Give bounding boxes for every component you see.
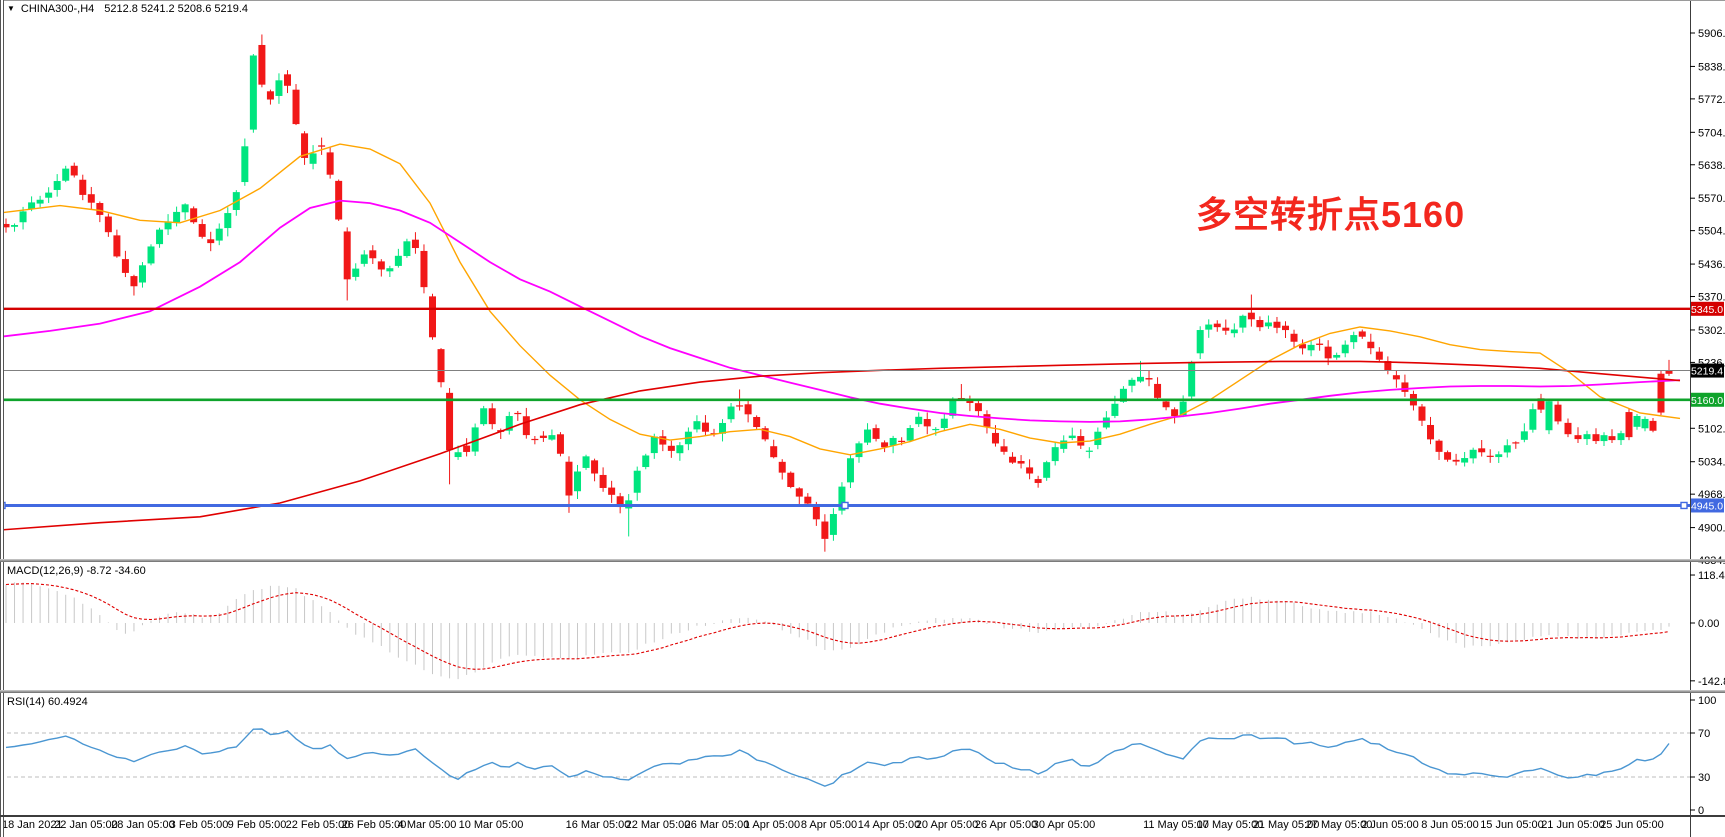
axis-tick-label: 5370.0 (1698, 292, 1725, 304)
axis-tick-label: 100 (1698, 695, 1716, 707)
axis-tick-label: 0 (1698, 805, 1704, 817)
axis-tick-label: 30 (1698, 772, 1710, 784)
price-tag (1691, 301, 1724, 316)
time-axis-label: 26 Apr 05:00 (975, 819, 1037, 831)
time-axis-label: 11 May 05:00 (1143, 819, 1209, 831)
time-axis-label: 17 May 05:00 (1197, 819, 1264, 831)
time-axis-label: 9 Feb 05:00 (228, 819, 287, 831)
time-axis-label: 20 Apr 05:00 (916, 819, 978, 831)
ohlc-values: 5212.8 5241.2 5208.6 5219.4 (104, 3, 249, 15)
window-top-border (0, 0, 1725, 1)
axis-tick-label: 118.47 (1698, 570, 1725, 582)
axis-tick-label: 5772.0 (1698, 94, 1725, 106)
time-axis-label: 18 Jan 2021 (2, 819, 63, 831)
axis-tick-label: 4900.0 (1698, 523, 1725, 535)
time-axis-label: 22 Jan 05:00 (54, 819, 118, 831)
axis-tick-label: 5570.0 (1698, 193, 1725, 205)
time-axis-label: 15 Jun 05:00 (1480, 819, 1544, 831)
axis-tick-label: 5838.0 (1698, 61, 1725, 73)
macd-signal-line (5, 583, 1670, 670)
candles[interactable] (2, 34, 1673, 552)
time-axis-label: 10 Mar 05:00 (459, 819, 524, 831)
rsi-pane[interactable] (0, 728, 1690, 787)
time-axis-label: 14 Apr 05:00 (858, 819, 920, 831)
axis-tick-label: 5906.0 (1698, 28, 1725, 40)
window-left-border (0, 0, 4, 837)
ma-fast-orange (0, 143, 1681, 456)
price-tags: 5345.0 5160.0 4945.0 5219.4 (1691, 301, 1724, 513)
axis-tick-label: 5704.0 (1698, 127, 1725, 139)
price-tag-label: 4945.0 (1691, 500, 1723, 512)
price-tag (1691, 363, 1724, 378)
axis-tick-label: 4968.0 (1698, 489, 1725, 501)
price-axis[interactable]: 5906.0 5838.0 5772.0 5704.0 5638.0 5570.0 5504… (1690, 0, 1725, 837)
time-axis-label: 22 Feb 05:00 (286, 819, 351, 831)
axis-tick-label: 70 (1698, 728, 1710, 740)
time-axis-label: 22 Mar 05:00 (626, 819, 691, 831)
time-axis-label: 4 Mar 05:00 (398, 819, 457, 831)
axis-tick-label: 5302.0 (1698, 325, 1725, 337)
axis-tick-label: 0.00 (1698, 618, 1719, 630)
macd-pane[interactable] (5, 582, 1670, 680)
symbol-info-bar: ▼ CHINA300-,H4 5212.8 5241.2 5208.6 5219.4 (7, 3, 248, 15)
time-axis-label: 26 Mar 05:00 (685, 819, 750, 831)
axis-tick-label: 5504.0 (1698, 226, 1725, 238)
chevron-down-icon[interactable]: ▼ (7, 4, 15, 13)
axis-tick-label: 5102.0 (1698, 423, 1725, 435)
pane-divider-rsi[interactable] (0, 690, 1725, 693)
ma-mid-magenta (0, 199, 1681, 423)
rsi-line (5, 728, 1670, 787)
horizontal-lines[interactable] (0, 307, 1690, 510)
price-annotation-text[interactable]: 多空转折点5160 (1196, 194, 1466, 235)
time-axis-label: 16 Mar 05:00 (566, 819, 631, 831)
time-axis-label: 1 Apr 05:00 (744, 819, 800, 831)
time-axis-label: 8 Apr 05:00 (801, 819, 857, 831)
axis-tick-label: -142.8 (1698, 676, 1725, 688)
time-axis-label: 8 Jun 05:00 (1421, 819, 1479, 831)
time-axis-label: 21 Jun 05:00 (1541, 819, 1605, 831)
time-axis-label: 26 Feb 05:00 (342, 819, 407, 831)
price-tag-label: 5219.4 (1691, 366, 1723, 378)
axis-tick-label: 5436.0 (1698, 259, 1725, 271)
pane-divider-macd[interactable] (0, 559, 1725, 562)
time-axis-label: 21 May 05:00 (1253, 819, 1320, 831)
hline-handle[interactable] (1680, 501, 1688, 510)
price-tag (1691, 498, 1724, 513)
time-axis-label: 25 Jun 05:00 (1600, 819, 1664, 831)
symbol-label: CHINA300-,H4 (20, 3, 95, 15)
macd-indicator-label: MACD(12,26,9) -8.72 -34.60 (7, 565, 146, 577)
price-tag (1691, 392, 1724, 407)
rsi-indicator-label: RSI(14) 60.4924 (7, 696, 88, 708)
axis-tick-label: 5638.0 (1698, 160, 1725, 172)
time-axis-label: 27 May 05:00 (1306, 819, 1373, 831)
hline-handle[interactable] (841, 501, 849, 510)
time-axis-label: 2 Jun 05:00 (1361, 819, 1419, 831)
axis-tick-label: 5034.0 (1698, 457, 1725, 469)
time-axis-label: 28 Jan 05:00 (111, 819, 175, 831)
time-axis-label: 3 Feb 05:00 (170, 819, 229, 831)
price-tag-label: 5160.0 (1691, 395, 1723, 407)
price-tag-label: 5345.0 (1691, 304, 1723, 316)
time-axis-label: 30 Apr 05:00 (1033, 819, 1095, 831)
time-axis-divider (0, 815, 1725, 817)
